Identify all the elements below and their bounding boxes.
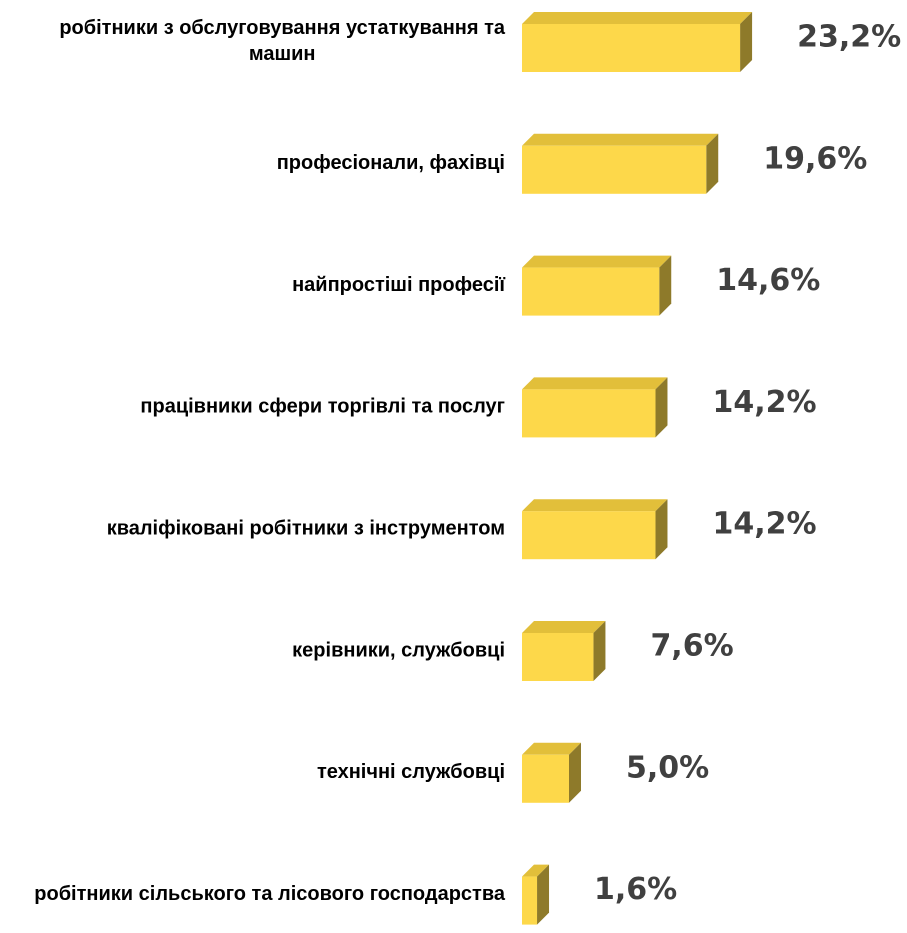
- value-label: 14,6%: [716, 263, 820, 298]
- bar-top: [522, 12, 753, 24]
- category-label: найпростіші професії: [292, 274, 505, 296]
- category-label: робітники сільського та лісового господа…: [34, 883, 506, 905]
- bar-top: [522, 377, 668, 390]
- category-label-line: машин: [249, 43, 316, 65]
- bar-side: [740, 12, 753, 72]
- bar: [522, 633, 594, 681]
- bar-side: [593, 621, 606, 681]
- bar: [522, 876, 538, 925]
- bar-top: [522, 742, 581, 755]
- bar: [522, 145, 707, 194]
- bar: [522, 267, 660, 316]
- bar-side: [659, 255, 672, 316]
- bar-side: [706, 133, 719, 194]
- bar: [522, 24, 741, 72]
- value-label: 5,0%: [626, 750, 709, 785]
- value-label: 7,6%: [650, 629, 733, 664]
- bar-top: [522, 133, 719, 146]
- bar-top: [522, 621, 606, 633]
- bar: [522, 389, 656, 438]
- category-label: кваліфіковані робітники з інструментом: [107, 517, 505, 539]
- bar: [522, 511, 656, 560]
- bar-top: [522, 864, 550, 877]
- bar-top: [522, 499, 668, 512]
- value-label: 14,2%: [712, 385, 816, 420]
- bar-top: [522, 255, 672, 268]
- category-label: керівники, службовці: [292, 639, 505, 661]
- bar-side: [537, 864, 550, 925]
- category-label: технічні службовці: [317, 761, 505, 783]
- category-label: працівники сфери торгівлі та послуг: [140, 396, 505, 418]
- value-label: 1,6%: [594, 872, 677, 907]
- bar-side: [655, 499, 668, 560]
- category-label: робітники з обслуговування устаткування …: [59, 17, 506, 65]
- bar: [522, 754, 569, 803]
- value-label: 14,2%: [712, 507, 816, 542]
- category-label: професіонали, фахівці: [277, 152, 505, 174]
- value-label: 19,6%: [763, 141, 867, 176]
- bar-side: [655, 377, 668, 438]
- bar-side: [569, 742, 581, 803]
- value-label: 23,2%: [797, 20, 901, 55]
- category-label-line: робітники з обслуговування устаткування …: [59, 17, 506, 39]
